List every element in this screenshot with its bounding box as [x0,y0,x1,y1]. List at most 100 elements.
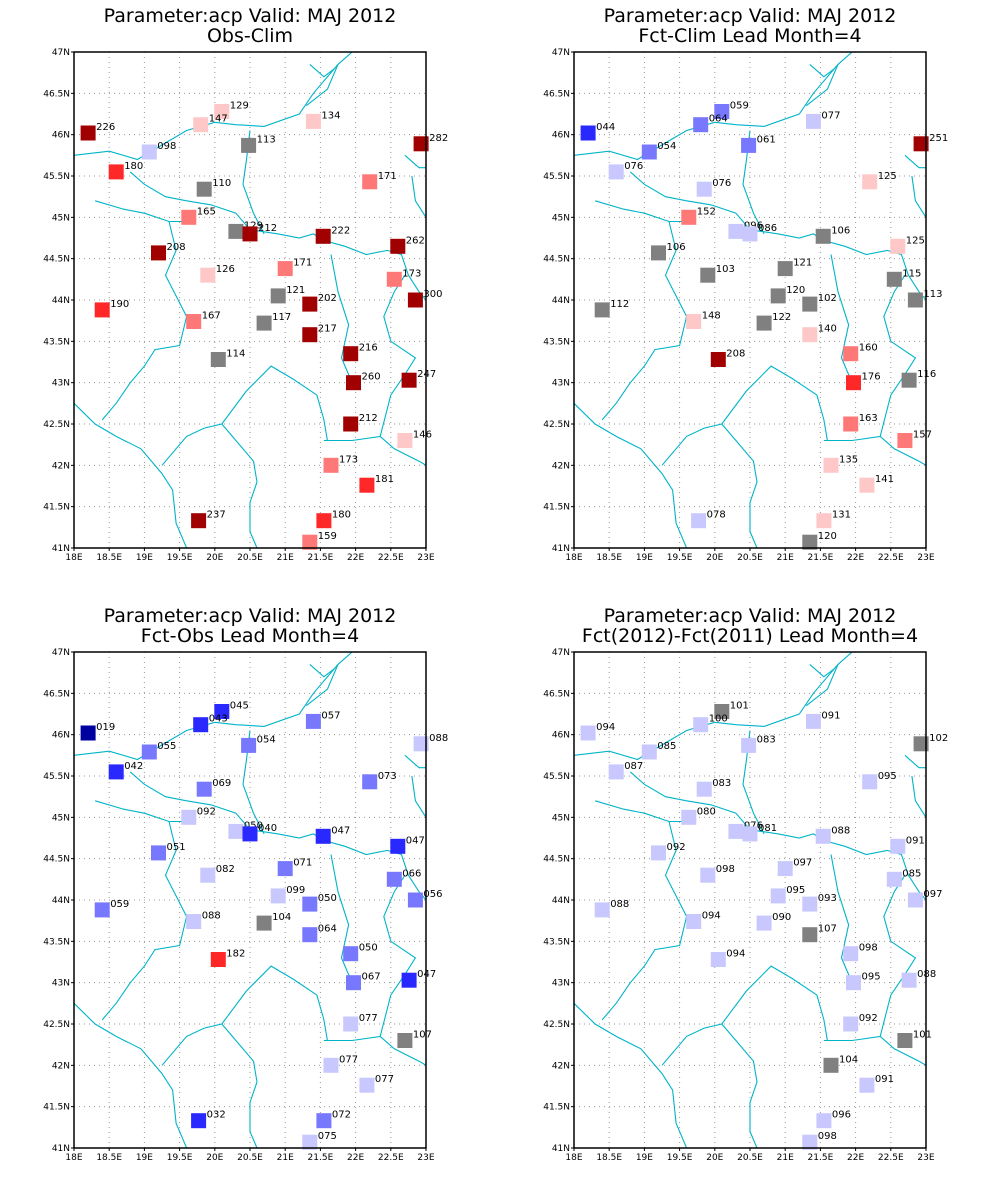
coastline-path [629,771,926,901]
station-marker [686,314,702,329]
station-value-label: 140 [818,324,837,335]
coastline-path [830,254,853,383]
coastline-path [594,200,687,223]
coastline-path [330,254,353,383]
station-value-label: 076 [624,161,643,172]
station-value-label: 061 [757,134,776,145]
station-value-label: 055 [157,741,176,752]
lon-tick-label: 20E [706,553,723,563]
station-value-label: 117 [272,312,291,323]
coastline-path [411,775,426,818]
station-value-label: 091 [821,710,840,721]
axis-ticks: 18E 18.5E 19E 19.5E 20E 20.5E 21E 21.5E 22E 22.5E… [43,648,435,1163]
station-marker [407,292,423,308]
station-value-label: 157 [913,430,932,441]
station-value-label: 095 [878,771,897,782]
station-marker [580,725,596,741]
station-value-label: 096 [832,1110,851,1121]
station-marker [242,826,258,842]
lat-tick-label: 45N [552,813,570,823]
station-marker [316,1113,332,1129]
station-value-label: 082 [216,864,235,875]
station-value-label: 056 [423,889,442,900]
lon-tick-label: 20.5E [237,553,263,563]
lat-tick-label: 41N [52,1144,70,1154]
station-marker [359,477,375,493]
station-marker [700,267,716,283]
lat-tick-label: 46N [552,131,570,141]
station-marker [651,245,666,261]
station-marker [710,352,726,367]
station-marker [843,946,859,962]
station-value-label: 106 [667,242,686,253]
station-value-label: 098 [157,141,176,152]
station-marker [693,717,709,733]
station-value-label: 071 [293,858,312,869]
station-marker [346,375,361,391]
station-value-label: 107 [413,1030,432,1041]
coastline-path [323,1035,426,1066]
station-value-label: 135 [839,454,858,465]
station-marker [302,296,318,312]
station-marker [181,809,197,825]
coastline-path [601,221,688,421]
station-marker [186,314,202,329]
lon-tick-label: 20E [706,1153,723,1163]
station-marker [886,271,902,287]
station-value-label: 094 [596,722,615,733]
lat-tick-label: 43N [552,379,570,389]
station-marker [696,181,712,197]
station-marker [323,1057,339,1073]
station-value-label: 081 [758,823,777,834]
lat-tick-label: 43N [552,979,570,989]
station-value-label: 222 [331,225,350,236]
lon-tick-label: 21.5E [308,553,334,563]
station-value-label: 050 [244,820,263,831]
station-marker [241,137,257,153]
coastline-path [629,171,926,301]
panel-title: Parameter:acp Valid: MAJ 2012 [604,605,897,627]
station-marker [94,302,110,318]
coastline-path [305,664,339,707]
station-marker [901,372,917,388]
lat-tick-label: 45.5N [43,172,70,182]
station-marker [191,1113,207,1129]
lon-tick-label: 21E [777,1153,794,1163]
station-value-label: 064 [709,114,728,125]
station-marker [200,867,216,883]
station-marker [651,845,666,861]
station-marker [108,164,124,180]
lon-tick-label: 23E [417,1153,434,1163]
station-value-label: 050 [359,943,378,954]
station-value-label: 226 [96,122,115,133]
station-value-label: 059 [730,101,749,112]
coastline-path [879,874,917,1037]
station-marker [397,433,413,448]
coastline-path [74,402,188,548]
station-marker [907,292,923,308]
station-value-label: 181 [375,474,394,485]
coastline-path [574,402,688,548]
station-marker [823,457,839,473]
station-marker [386,871,402,887]
station-value-label: 085 [657,741,676,752]
station-value-label: 090 [772,912,791,923]
station-marker [214,704,230,719]
station-marker [802,1134,818,1150]
lon-tick-label: 19E [136,1153,153,1163]
station-marker [714,704,730,719]
station-marker [802,327,818,343]
station-marker [580,125,596,141]
station-marker [901,972,917,988]
station-value-label: 113 [257,134,276,145]
coastline-path [830,854,853,983]
station-value-label: 146 [413,430,432,441]
station-value-label: 114 [226,349,245,360]
station-value-label: 104 [839,1054,858,1065]
coastline-path [823,435,926,466]
station-value-label: 091 [906,835,925,846]
lat-tick-label: 42N [552,461,570,471]
station-value-label: 131 [832,510,851,521]
station-value-label: 044 [596,122,615,133]
station-marker [862,174,878,190]
